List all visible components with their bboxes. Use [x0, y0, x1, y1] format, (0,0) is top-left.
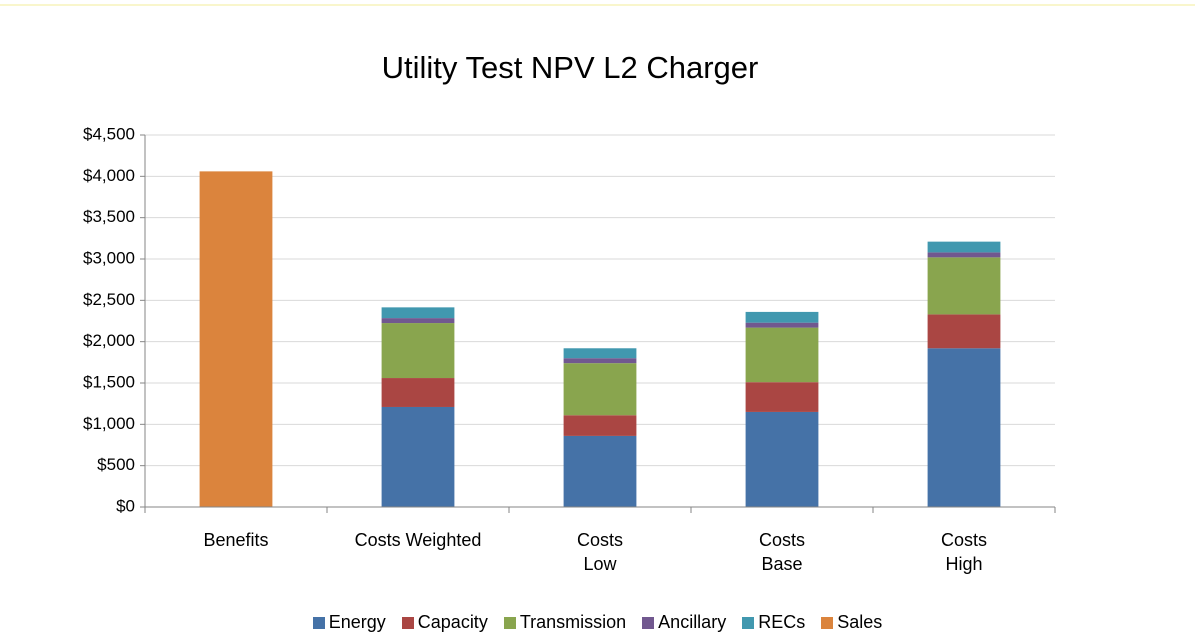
- y-tick-label: $4,500: [83, 124, 135, 143]
- legend-label: Capacity: [417, 612, 488, 632]
- bar-segment: [745, 327, 819, 383]
- bar-segment: [563, 358, 637, 364]
- bar-segment: [563, 435, 637, 507]
- legend-swatch: [742, 616, 755, 629]
- legend-swatch: [503, 616, 516, 629]
- x-tick-label: Costs Weighted: [354, 530, 482, 550]
- x-tick-label: Costs Low: [576, 530, 623, 574]
- bar-segment: [745, 382, 819, 412]
- bar-segment: [927, 257, 1001, 315]
- legend-swatch: [312, 616, 325, 629]
- legend-item: Capacity: [401, 612, 488, 633]
- legend: Energy Capacity Transmission Ancillary RECs S…: [0, 612, 1195, 633]
- bar-segment: [927, 348, 1001, 507]
- bar-segment: [199, 171, 273, 507]
- legend-item: Ancillary: [642, 612, 726, 633]
- bar-segment: [745, 311, 819, 323]
- y-tick-label: $3,500: [83, 207, 135, 226]
- bar-segment: [381, 307, 455, 319]
- legend-label: Ancillary: [658, 612, 727, 632]
- bar-segment: [927, 314, 1001, 349]
- y-tick-label: $1,000: [83, 414, 135, 433]
- y-tick-label: $500: [97, 455, 135, 474]
- y-tick-label: $0: [116, 496, 135, 515]
- legend-item: Energy: [312, 612, 386, 633]
- legend-swatch: [401, 616, 414, 629]
- x-tick-label: Costs High: [940, 530, 987, 574]
- y-tick-label: $4,000: [83, 166, 135, 185]
- x-tick-label: Benefits: [203, 530, 269, 550]
- bar-segment: [745, 411, 819, 507]
- chart-title: Utility Test NPV L2 Charger: [382, 50, 759, 85]
- legend-label: Sales: [837, 612, 883, 632]
- bar-segment: [927, 252, 1001, 258]
- y-tick-label: $2,500: [83, 290, 135, 309]
- bar-segment: [381, 318, 455, 324]
- bar-segment: [563, 348, 637, 359]
- legend-item: Sales: [821, 612, 882, 633]
- legend-swatch: [642, 616, 655, 629]
- legend-label: RECs: [758, 612, 806, 632]
- bar-segment: [745, 322, 819, 328]
- y-tick-label: $3,000: [83, 248, 135, 267]
- bar-segment: [381, 378, 455, 407]
- legend-item: Transmission: [503, 612, 627, 633]
- bar-segment: [563, 415, 637, 436]
- bar-segment: [381, 323, 455, 379]
- bar-segment: [927, 241, 1001, 253]
- legend-label: Transmission: [519, 612, 627, 632]
- x-tick-label: Costs Base: [758, 530, 805, 574]
- bar-segment: [563, 363, 637, 416]
- bar-segment: [381, 406, 455, 507]
- legend-item: RECs: [742, 612, 805, 633]
- y-tick-label: $2,000: [83, 331, 135, 350]
- legend-label: Energy: [328, 612, 386, 632]
- legend-swatch: [821, 616, 834, 629]
- y-tick-label: $1,500: [83, 372, 135, 391]
